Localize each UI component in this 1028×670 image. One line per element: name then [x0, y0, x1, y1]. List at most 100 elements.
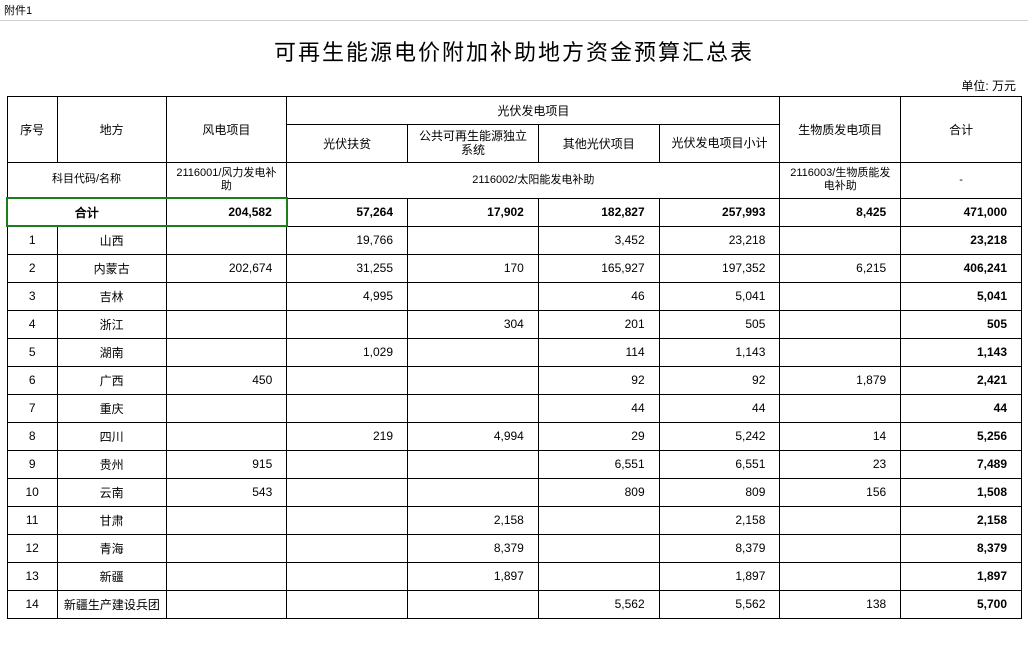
header-total: 合计: [901, 97, 1022, 163]
table-row: 14新疆生产建设兵团5,5625,5621385,700: [7, 590, 1022, 618]
cell-pv-other: 809: [538, 478, 659, 506]
subject-bio-code: 2116003/生物质能发电补助: [780, 162, 901, 198]
cell-wind: [166, 590, 287, 618]
cell-wind: [166, 310, 287, 338]
header-pv-subtotal: 光伏发电项目小计: [659, 125, 780, 163]
budget-table: 序号 地方 风电项目 光伏发电项目 生物质发电项目 合计 光伏扶贫 公共可再生能…: [6, 96, 1022, 619]
cell-pv-public: [408, 338, 539, 366]
cell-pv-public: 304: [408, 310, 539, 338]
table-row: 11甘肃2,1582,1582,158: [7, 506, 1022, 534]
cell-pv-other: 29: [538, 422, 659, 450]
subject-wind-code: 2116001/风力发电补助: [166, 162, 287, 198]
cell-pv-subtotal: 5,562: [659, 590, 780, 618]
cell-seq: 6: [7, 366, 57, 394]
cell-biomass: 1,879: [780, 366, 901, 394]
cell-pv-poverty: [287, 590, 408, 618]
subject-total-code: -: [901, 162, 1022, 198]
subject-label: 科目代码/名称: [7, 162, 166, 198]
cell-seq: 11: [7, 506, 57, 534]
cell-total: 2,421: [901, 366, 1022, 394]
cell-pv-poverty: [287, 478, 408, 506]
subject-code-row: 科目代码/名称 2116001/风力发电补助 2116002/太阳能发电补助 2…: [7, 162, 1022, 198]
table-row: 8四川2194,994295,242145,256: [7, 422, 1022, 450]
cell-pv-subtotal: 6,551: [659, 450, 780, 478]
page-title: 可再生能源电价附加补助地方资金预算汇总表: [0, 21, 1028, 77]
cell-wind: [166, 282, 287, 310]
cell-pv-poverty: [287, 450, 408, 478]
table-row: 5湖南1,0291141,1431,143: [7, 338, 1022, 366]
cell-total: 1,143: [901, 338, 1022, 366]
table-row: 4浙江304201505505: [7, 310, 1022, 338]
cell-region: 重庆: [57, 394, 166, 422]
cell-pv-other: 44: [538, 394, 659, 422]
cell-biomass: [780, 338, 901, 366]
cell-wind: [166, 338, 287, 366]
cell-pv-public: [408, 226, 539, 254]
cell-pv-poverty: 219: [287, 422, 408, 450]
cell-pv-public: [408, 590, 539, 618]
totals-row: 合计 204,582 57,264 17,902 182,827 257,993…: [7, 198, 1022, 226]
cell-pv-poverty: 4,995: [287, 282, 408, 310]
header-biomass: 生物质发电项目: [780, 97, 901, 163]
cell-seq: 3: [7, 282, 57, 310]
cell-pv-public: 2,158: [408, 506, 539, 534]
cell-pv-poverty: [287, 310, 408, 338]
subject-pv-code: 2116002/太阳能发电补助: [287, 162, 780, 198]
totals-pv-public: 17,902: [408, 198, 539, 226]
cell-region: 浙江: [57, 310, 166, 338]
cell-region: 云南: [57, 478, 166, 506]
cell-biomass: [780, 310, 901, 338]
sheet-tab-label: 附件1: [0, 0, 1028, 21]
table-row: 12青海8,3798,3798,379: [7, 534, 1022, 562]
cell-total: 7,489: [901, 450, 1022, 478]
cell-wind: [166, 394, 287, 422]
cell-pv-poverty: 31,255: [287, 254, 408, 282]
cell-pv-subtotal: 2,158: [659, 506, 780, 534]
cell-region: 山西: [57, 226, 166, 254]
cell-pv-subtotal: 8,379: [659, 534, 780, 562]
cell-pv-subtotal: 1,897: [659, 562, 780, 590]
cell-biomass: [780, 226, 901, 254]
cell-seq: 9: [7, 450, 57, 478]
cell-biomass: [780, 506, 901, 534]
totals-biomass: 8,425: [780, 198, 901, 226]
cell-seq: 12: [7, 534, 57, 562]
cell-wind: 543: [166, 478, 287, 506]
cell-pv-poverty: [287, 366, 408, 394]
cell-seq: 2: [7, 254, 57, 282]
cell-total: 2,158: [901, 506, 1022, 534]
cell-region: 广西: [57, 366, 166, 394]
cell-region: 吉林: [57, 282, 166, 310]
cell-biomass: 6,215: [780, 254, 901, 282]
cell-wind: [166, 534, 287, 562]
cell-seq: 7: [7, 394, 57, 422]
cell-biomass: [780, 394, 901, 422]
header-pv-other: 其他光伏项目: [538, 125, 659, 163]
cell-pv-subtotal: 1,143: [659, 338, 780, 366]
cell-biomass: [780, 562, 901, 590]
table-row: 2内蒙古202,67431,255170165,927197,3526,2154…: [7, 254, 1022, 282]
unit-label: 单位: 万元: [0, 77, 1028, 96]
header-region: 地方: [57, 97, 166, 163]
table-row: 13新疆1,8971,8971,897: [7, 562, 1022, 590]
cell-biomass: 14: [780, 422, 901, 450]
cell-pv-other: 114: [538, 338, 659, 366]
cell-region: 四川: [57, 422, 166, 450]
table-row: 1山西19,7663,45223,21823,218: [7, 226, 1022, 254]
cell-total: 8,379: [901, 534, 1022, 562]
cell-pv-other: [538, 506, 659, 534]
totals-pv-other: 182,827: [538, 198, 659, 226]
cell-seq: 8: [7, 422, 57, 450]
header-pv-poverty: 光伏扶贫: [287, 125, 408, 163]
table-row: 6广西45092921,8792,421: [7, 366, 1022, 394]
cell-pv-subtotal: 809: [659, 478, 780, 506]
cell-pv-poverty: [287, 562, 408, 590]
cell-pv-other: 5,562: [538, 590, 659, 618]
header-pv-group: 光伏发电项目: [287, 97, 780, 125]
cell-wind: 202,674: [166, 254, 287, 282]
cell-pv-public: 170: [408, 254, 539, 282]
cell-pv-public: [408, 450, 539, 478]
cell-region: 内蒙古: [57, 254, 166, 282]
cell-pv-subtotal: 197,352: [659, 254, 780, 282]
cell-pv-other: 3,452: [538, 226, 659, 254]
